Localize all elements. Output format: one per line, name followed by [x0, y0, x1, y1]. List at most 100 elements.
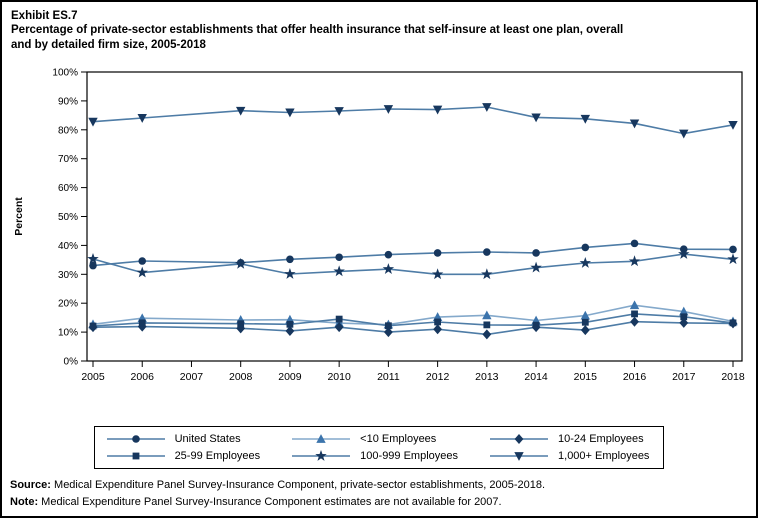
chart-title-line2: and by detailed firm size, 2005-2018: [11, 38, 206, 51]
note-label: Note:: [10, 496, 39, 509]
legend-item-10-employees: <10 Employees: [290, 432, 458, 446]
y-tick-label: 30%: [58, 270, 78, 281]
marker-circle-united-states: [532, 249, 540, 257]
marker-triangle-down-1-000-employees: [383, 105, 394, 114]
y-tick-label: 20%: [58, 299, 78, 310]
marker-star-100-999-employees: [481, 268, 493, 280]
marker-triangle-down-1-000-employees: [137, 114, 147, 123]
marker-circle-united-states: [483, 248, 491, 256]
legend: United States <10 Employees 10-24 Employee…: [93, 426, 665, 469]
legend-item-10-24-employees: 10-24 Employees: [488, 432, 649, 446]
marker-triangle-10-employees: [580, 310, 591, 320]
y-tick-label: 60%: [58, 183, 78, 194]
legend-marker-triangle-down: [514, 452, 524, 461]
marker-circle-united-states: [630, 239, 639, 248]
marker-square-25-99-employees: [237, 320, 245, 328]
legend-label: 25-99 Employees: [174, 450, 261, 462]
legend-square-icon: [106, 452, 165, 460]
y-tick-label: 80%: [58, 125, 78, 136]
marker-square-25-99-employees: [286, 320, 294, 328]
x-tick-label: 2015: [574, 371, 598, 383]
marker-square-25-99-employees: [483, 321, 491, 329]
x-tick-label: 2014: [524, 371, 548, 383]
legend-label: 10-24 Employees: [558, 433, 644, 445]
x-tick-label: 2006: [131, 371, 155, 383]
marker-triangle-down-1-000-employees: [285, 108, 295, 118]
legend-label: United States: [174, 433, 241, 445]
marker-star-100-999-employees: [727, 253, 739, 265]
source-note: Source: Medical Expenditure Panel Survey…: [10, 477, 756, 511]
legend-item-100-999-employees: 100-999 Employees: [290, 449, 458, 463]
y-tick-label: 100%: [52, 68, 78, 79]
x-tick-label: 2017: [672, 371, 696, 383]
legend-marker-square: [132, 452, 139, 460]
y-tick-label: 10%: [58, 328, 78, 339]
marker-square-25-99-employees: [384, 322, 392, 330]
y-tick-label: 90%: [58, 96, 78, 107]
marker-triangle-down-1-000-employees: [679, 129, 689, 139]
y-tick-label: 40%: [58, 241, 78, 252]
x-tick-label: 2007: [180, 371, 204, 383]
marker-diamond-10-24-employees: [630, 316, 639, 327]
marker-square-25-99-employees: [680, 313, 688, 321]
marker-circle-united-states: [286, 255, 294, 264]
marker-diamond-10-24-employees: [433, 324, 443, 335]
legend-triangle-icon: [292, 434, 351, 443]
marker-triangle-down-1-000-employees: [482, 103, 492, 112]
marker-circle-united-states: [384, 250, 393, 259]
legend-label: 1,000+ Employees: [558, 450, 650, 462]
marker-star-100-999-employees: [234, 257, 247, 269]
marker-square-25-99-employees: [729, 319, 737, 327]
marker-star-100-999-employees: [431, 268, 444, 280]
x-tick-label: 2008: [229, 371, 253, 383]
x-tick-label: 2005: [81, 371, 105, 383]
marker-circle-united-states: [138, 257, 147, 265]
legend-marker-triangle: [316, 434, 326, 443]
marker-circle-united-states: [335, 253, 343, 262]
marker-triangle-down-1-000-employees: [580, 114, 591, 124]
marker-star-100-999-employees: [333, 265, 345, 277]
marker-diamond-10-24-employees: [580, 325, 590, 336]
marker-triangle-10-employees: [482, 310, 492, 320]
y-axis-label: Percent: [13, 197, 25, 236]
legend-marker-circle: [131, 435, 140, 443]
x-tick-label: 2012: [426, 371, 450, 383]
marker-triangle-down-1-000-employees: [88, 117, 98, 127]
legend-circle-icon: [106, 435, 165, 443]
marker-triangle-down-1-000-employees: [334, 107, 344, 116]
marker-diamond-10-24-employees: [285, 325, 295, 336]
marker-star-100-999-employees: [136, 266, 148, 278]
legend-marker-star: [315, 450, 327, 461]
legend-triangle-down-icon: [490, 452, 549, 461]
marker-star-100-999-employees: [579, 257, 592, 268]
marker-circle-united-states: [433, 249, 442, 257]
marker-diamond-10-24-employees: [482, 329, 492, 340]
marker-circle-united-states: [89, 261, 97, 270]
marker-square-25-99-employees: [335, 315, 343, 323]
marker-triangle-down-1-000-employees: [432, 105, 443, 115]
marker-triangle-down-1-000-employees: [235, 106, 246, 116]
marker-square-25-99-employees: [581, 318, 589, 326]
series-line-united-states: [92, 242, 734, 267]
x-tick-label: 2018: [721, 371, 745, 383]
y-tick-label: 70%: [58, 154, 78, 165]
legend-item-25-99-employees: 25-99 Employees: [105, 449, 261, 463]
marker-square-25-99-employees: [434, 318, 442, 326]
marker-diamond-10-24-employees: [383, 327, 393, 338]
legend-diamond-icon: [490, 434, 549, 444]
line-chart: 0% 10% 20% 30% 40% 50% 60% 70% 80% 90% 100% Percent…: [13, 68, 745, 384]
x-tick-label: 2011: [377, 371, 400, 383]
legend-label: <10 Employees: [360, 433, 437, 445]
x-tick-label: 2016: [623, 371, 647, 383]
marker-circle-united-states: [581, 243, 590, 252]
marker-triangle-10-employees: [629, 300, 640, 310]
marker-diamond-10-24-employees: [679, 317, 689, 328]
source-label: Source:: [10, 479, 51, 491]
x-tick-label: 2009: [278, 371, 302, 383]
chart-title-line1: Percentage of private-sector establishme…: [11, 24, 624, 37]
marker-circle-united-states: [729, 245, 737, 254]
note-text: Medical Expenditure Panel Survey-Insuran…: [38, 496, 502, 509]
marker-star-100-999-employees: [678, 248, 690, 259]
marker-triangle-down-1-000-employees: [629, 119, 640, 129]
